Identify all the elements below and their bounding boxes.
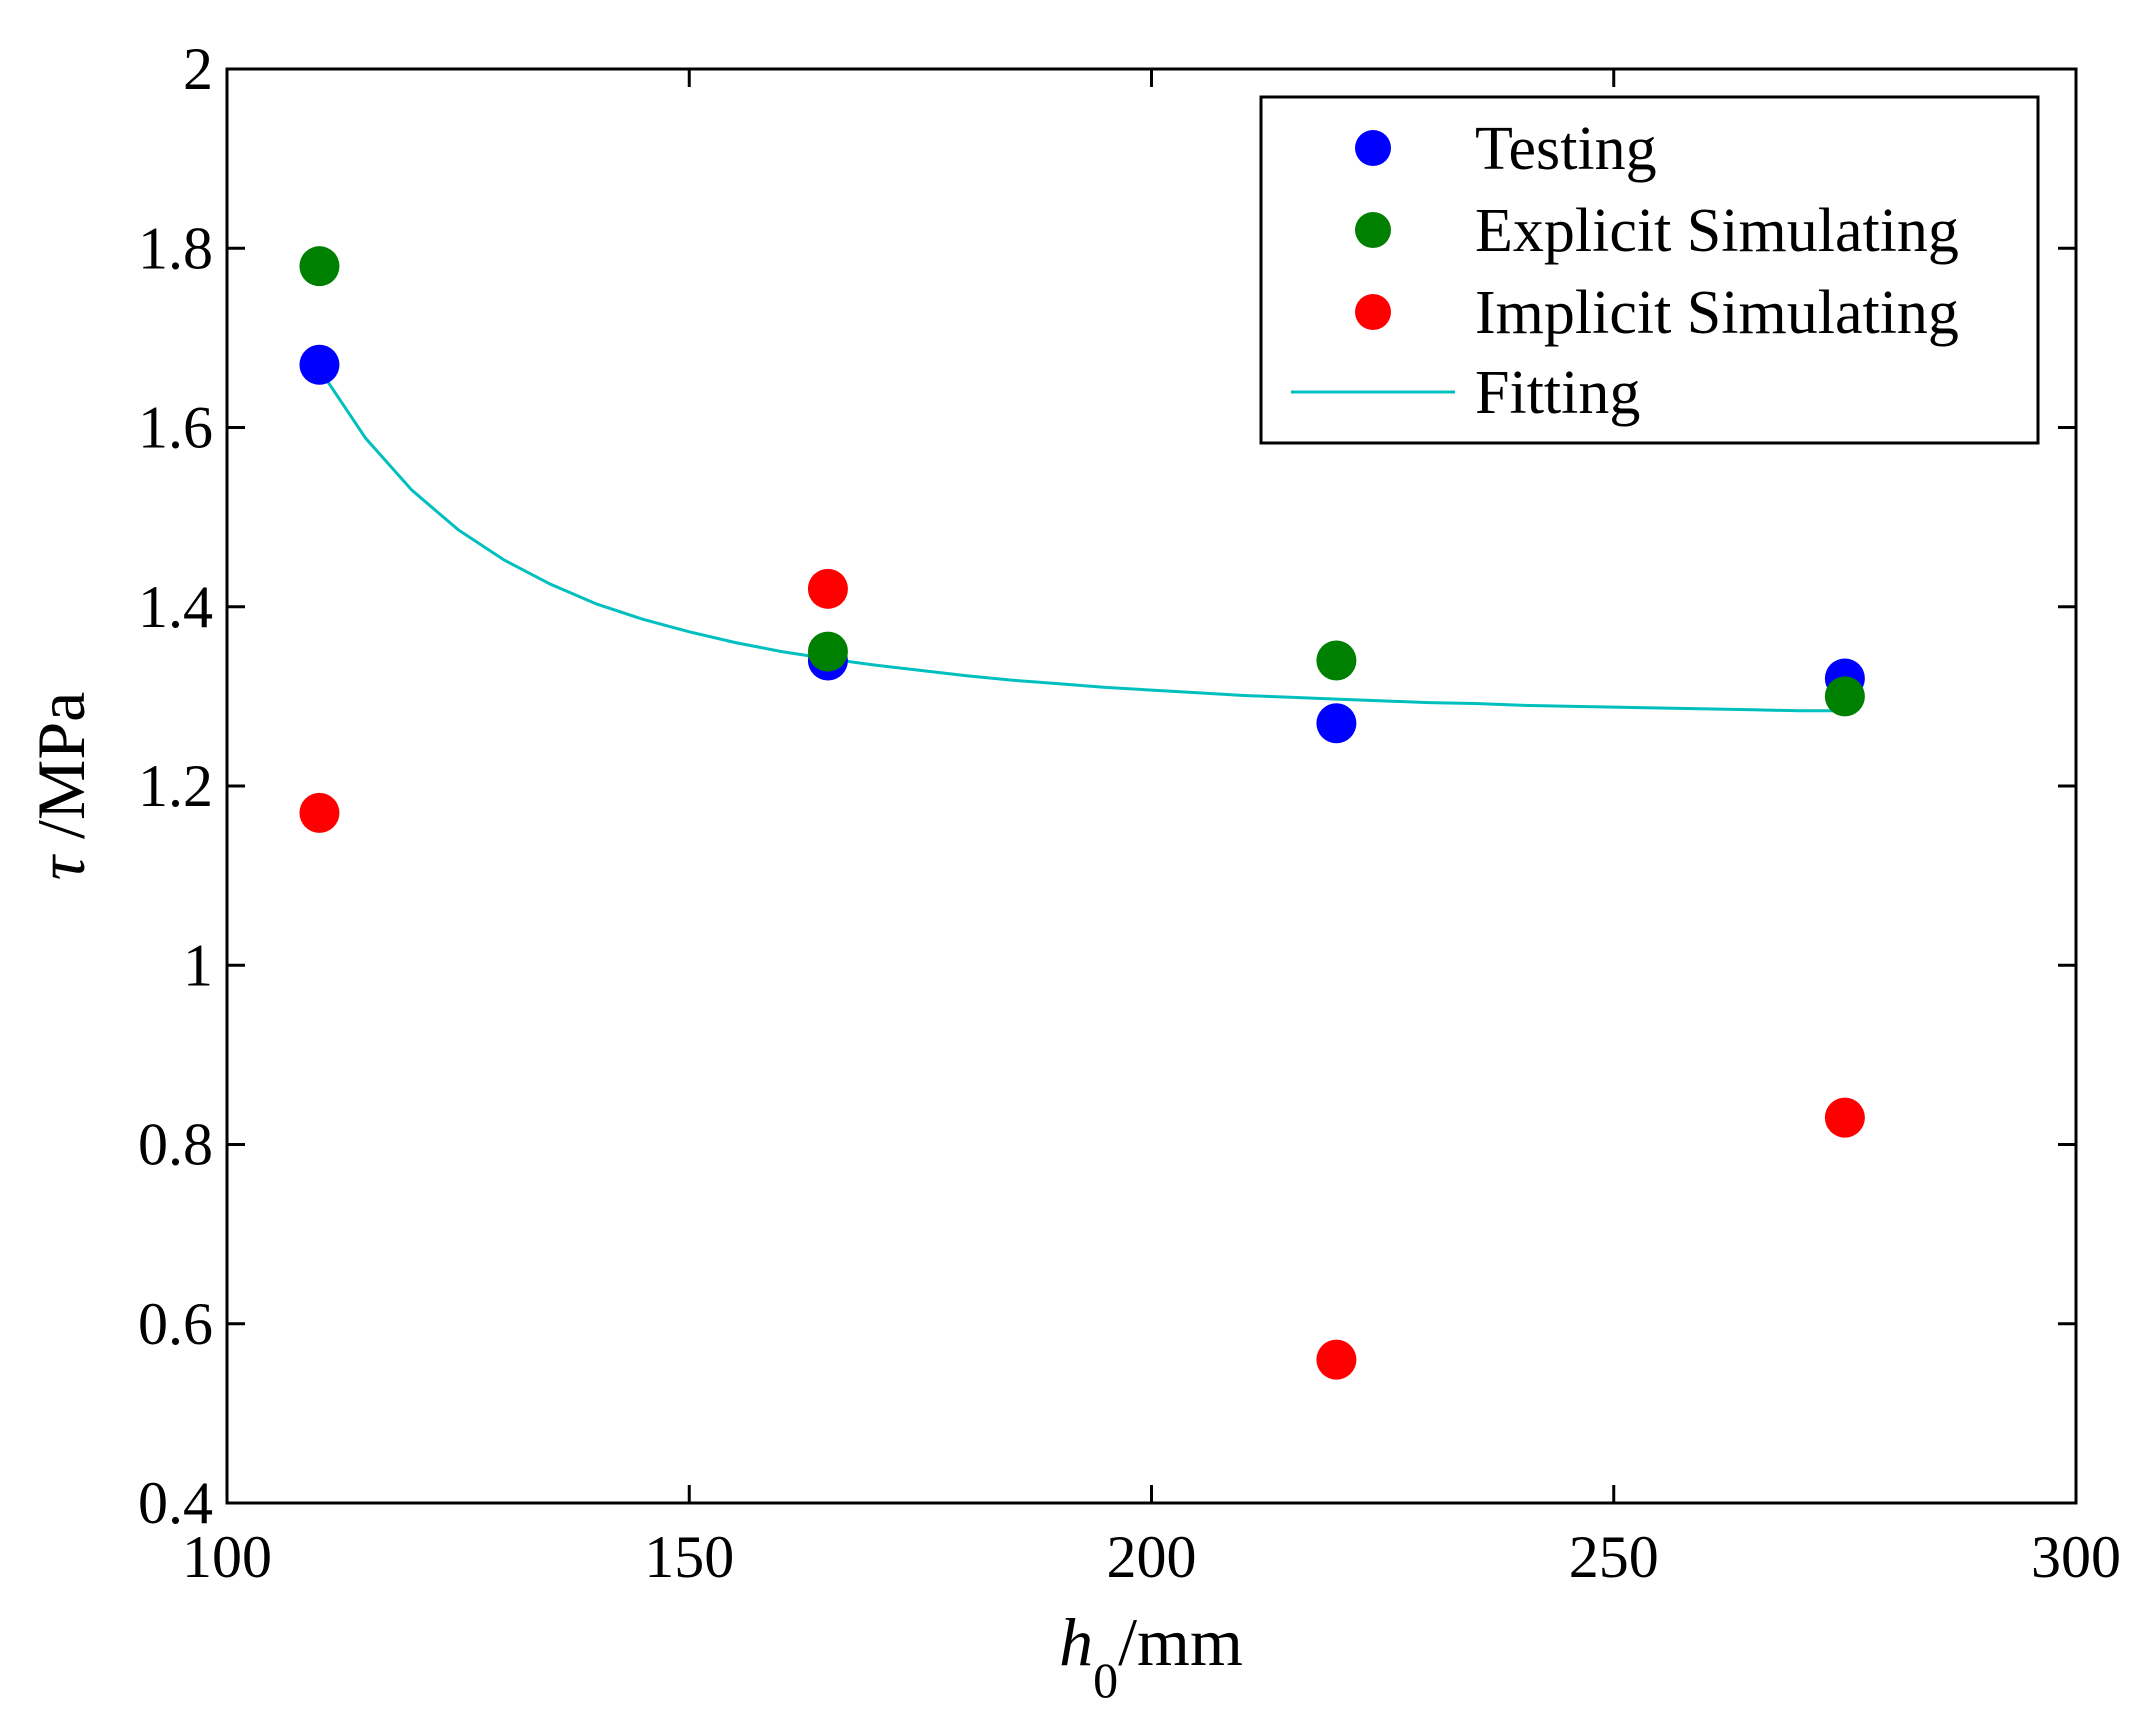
x-axis-subscript: 0 [1093,1652,1118,1708]
y-axis-title: τ /MPa [23,692,99,881]
y-tick-label: 2 [183,36,213,102]
y-tick-label: 1.8 [138,215,213,281]
legend-marker-explicit [1355,212,1391,248]
x-tick-label: 200 [1107,1524,1197,1590]
legend: Testing Explicit Simulating Implicit Sim… [1259,95,2040,445]
data-point-implicit [807,568,848,609]
legend-label-fitting: Fitting [1475,359,1640,427]
legend-label-testing: Testing [1475,115,1657,183]
plot-frame [225,67,2078,1505]
data-point-implicit [1824,1097,1865,1138]
legend-marker-testing [1355,130,1391,166]
y-tick-label: 1 [183,932,213,998]
legend-label-implicit: Implicit Simulating [1475,279,1959,347]
data-point-testing [299,344,340,385]
x-tick-label: 100 [182,1524,272,1590]
y-tick-label: 0.4 [138,1470,213,1536]
data-point-explicit [1824,676,1865,717]
legend-marker-implicit [1355,294,1391,330]
labels-layer: 100 150 200 250 300 0.4 0.6 0.8 1 1.2 1.4 1.6 1.8 2 [138,36,2121,1590]
fitting-line [318,368,1845,713]
y-tick-label: 1.6 [138,395,213,461]
series-layer [299,246,1865,1380]
data-point-explicit [299,246,340,287]
legend-box [1259,95,2040,445]
data-point-explicit [1316,640,1357,681]
x-tick-label: 150 [644,1524,734,1590]
y-tick-label: 1.2 [138,753,213,819]
y-axis-symbol: τ [23,853,99,880]
x-tick-label: 250 [1569,1524,1659,1590]
data-point-testing [1316,703,1357,744]
data-point-implicit [1316,1339,1357,1380]
x-tick-label: 300 [2031,1524,2121,1590]
legend-label-explicit: Explicit Simulating [1475,197,1959,265]
y-tick-label: 0.6 [138,1291,213,1357]
data-point-implicit [299,792,340,833]
x-axis-title: h0/mm [1059,1604,1243,1708]
y-tick-label: 0.8 [138,1112,213,1178]
x-axis-symbol: h [1059,1604,1093,1680]
y-axis-unit: /MPa [23,692,99,856]
y-tick-label: 1.4 [138,574,213,640]
x-axis-unit: /mm [1118,1604,1243,1680]
data-point-explicit [807,631,848,672]
